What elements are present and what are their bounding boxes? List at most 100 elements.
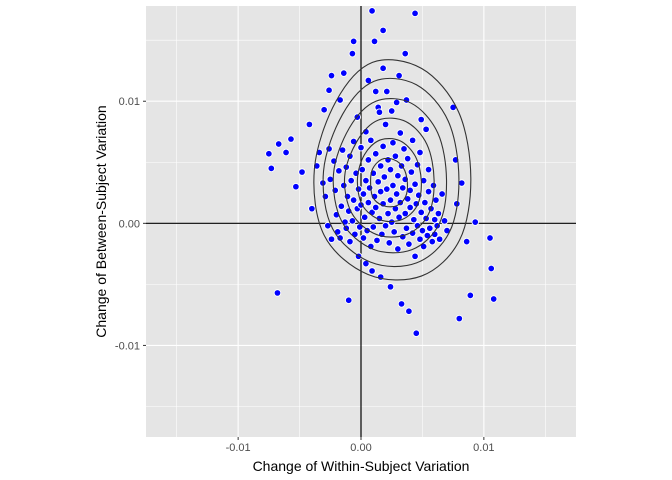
data-point-16 <box>326 175 335 184</box>
data-point-110 <box>411 180 419 189</box>
data-point-145 <box>462 237 471 246</box>
data-point-179 <box>387 107 396 115</box>
data-point-167 <box>395 71 403 80</box>
data-point-2 <box>274 140 283 148</box>
data-point-138 <box>440 217 449 225</box>
data-point-7 <box>305 120 314 129</box>
data-point-162 <box>340 69 348 77</box>
data-point-34 <box>347 176 355 185</box>
data-point-152 <box>344 296 353 305</box>
data-point-158 <box>368 267 376 275</box>
data-point-108 <box>408 136 417 145</box>
data-point-12 <box>320 106 328 114</box>
data-point-48 <box>359 190 368 198</box>
data-point-154 <box>405 307 413 315</box>
data-point-100 <box>402 224 411 232</box>
data-point-13 <box>321 192 330 201</box>
y-axis-title: Change of Between-Subject Variation <box>93 105 109 337</box>
data-point-37 <box>349 196 358 204</box>
data-point-176 <box>392 98 401 107</box>
data-point-76 <box>383 185 391 193</box>
data-point-157 <box>376 273 385 281</box>
data-point-8 <box>308 204 316 213</box>
data-point-85 <box>390 228 398 236</box>
data-point-147 <box>471 218 480 226</box>
density-contours <box>313 59 472 281</box>
data-point-68 <box>376 162 385 170</box>
data-point-111 <box>411 252 419 261</box>
data-point-92 <box>396 129 405 137</box>
data-point-54 <box>364 198 373 207</box>
data-point-63 <box>371 203 380 212</box>
data-point-98 <box>401 209 409 218</box>
data-point-172 <box>379 26 387 35</box>
data-point-106 <box>407 168 416 176</box>
x-tick-label-2: 0.01 <box>473 442 494 454</box>
data-point-118 <box>417 208 425 217</box>
data-point-161 <box>348 49 357 58</box>
data-point-169 <box>411 9 419 18</box>
data-point-116 <box>416 235 424 243</box>
data-point-47 <box>359 234 368 242</box>
data-point-53 <box>364 156 373 164</box>
data-point-44 <box>357 143 365 152</box>
data-point-78 <box>384 156 392 164</box>
data-points <box>265 6 498 337</box>
data-point-71 <box>379 142 387 151</box>
data-point-137 <box>438 190 446 198</box>
data-point-136 <box>435 235 444 243</box>
data-point-35 <box>348 217 357 225</box>
data-point-122 <box>421 198 429 207</box>
data-point-97 <box>400 145 408 153</box>
y-tick-label-2: 0.01 <box>119 96 140 108</box>
data-point-24 <box>337 202 346 210</box>
data-point-163 <box>327 71 336 80</box>
data-point-129 <box>428 237 437 246</box>
data-point-79 <box>385 239 394 247</box>
data-point-77 <box>384 209 392 218</box>
data-point-6 <box>298 168 306 176</box>
data-point-74 <box>381 222 390 230</box>
data-point-46 <box>358 165 366 174</box>
data-point-88 <box>392 190 401 198</box>
x-tick-label-0: -0.01 <box>226 442 251 454</box>
data-point-168 <box>401 49 409 58</box>
density-contour-3 <box>332 98 448 254</box>
data-point-69 <box>376 187 385 196</box>
data-point-57 <box>367 136 375 145</box>
data-point-174 <box>349 37 358 46</box>
data-point-149 <box>487 264 495 273</box>
density-contour-4 <box>322 77 460 268</box>
data-point-102 <box>403 154 412 163</box>
data-point-96 <box>399 184 407 192</box>
data-point-125 <box>424 165 433 174</box>
data-point-43 <box>356 223 364 231</box>
data-point-135 <box>434 209 443 218</box>
data-point-173 <box>370 37 379 46</box>
data-point-22 <box>335 167 343 175</box>
data-point-182 <box>417 115 425 124</box>
data-point-83 <box>389 138 397 147</box>
data-point-73 <box>380 173 389 181</box>
data-point-55 <box>365 184 374 192</box>
data-point-17 <box>327 235 336 243</box>
y-tick-label-1: 0.00 <box>119 218 140 230</box>
data-point-105 <box>406 203 414 212</box>
data-point-175 <box>383 87 391 96</box>
data-point-64 <box>373 236 381 245</box>
data-point-143 <box>455 314 464 323</box>
data-point-65 <box>374 178 382 186</box>
data-point-4 <box>287 135 295 143</box>
data-point-109 <box>410 215 418 224</box>
data-point-183 <box>422 125 430 134</box>
data-point-103 <box>405 240 413 248</box>
data-point-131 <box>430 215 439 224</box>
data-point-80 <box>386 196 395 204</box>
x-tick-label-1: 0.00 <box>350 442 371 454</box>
data-point-90 <box>394 171 402 180</box>
data-point-60 <box>369 223 378 231</box>
data-point-81 <box>386 165 395 174</box>
data-point-171 <box>356 6 359 7</box>
data-point-156 <box>386 283 395 291</box>
